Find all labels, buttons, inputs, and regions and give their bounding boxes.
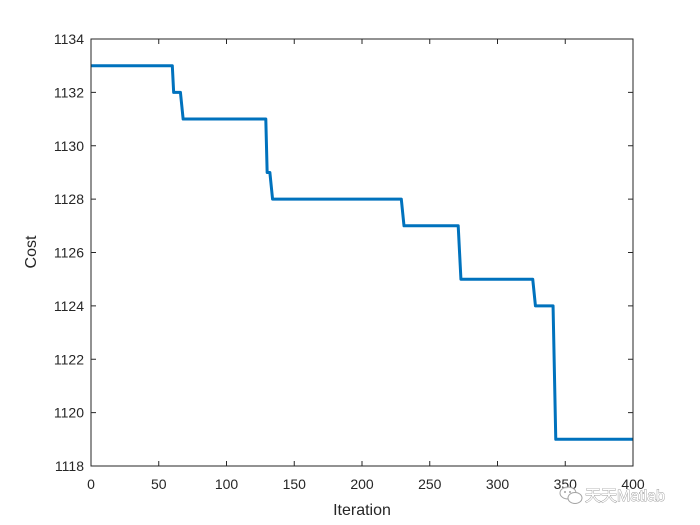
series-line-0 xyxy=(91,64,633,441)
watermark: 天天Matlab xyxy=(559,486,666,505)
y-tick-label: 1120 xyxy=(54,405,84,421)
y-tick-label: 1124 xyxy=(54,298,84,314)
x-tick-label: 200 xyxy=(350,476,374,492)
x-tick-label: 400 xyxy=(621,476,645,492)
y-tick-label: 1122 xyxy=(54,351,84,367)
watermark-text: 天天Matlab xyxy=(585,488,665,505)
y-tick-labels: 1118 1120 1122 1124 1126 1128 1130 1132 1134 xyxy=(54,31,84,474)
x-tick-labels: 0 50 100 150 200 250 300 350 400 xyxy=(87,476,645,492)
y-tick-label: 1132 xyxy=(54,84,84,100)
x-tick-label: 100 xyxy=(215,476,239,492)
x-axis-label: Iteration xyxy=(333,502,391,519)
wechat-icon xyxy=(559,486,583,504)
x-tick-label: 250 xyxy=(418,476,442,492)
plot-background xyxy=(91,39,633,466)
y-tick-label: 1118 xyxy=(55,458,84,474)
x-tick-label: 300 xyxy=(486,476,510,492)
y-axis-label: Cost xyxy=(23,235,40,268)
x-tick-label: 0 xyxy=(87,476,95,492)
y-tick-label: 1134 xyxy=(54,31,84,47)
x-tick-label: 150 xyxy=(283,476,307,492)
plot-frame xyxy=(90,38,634,467)
y-tick-label: 1126 xyxy=(54,245,84,261)
y-tick-label: 1130 xyxy=(54,138,84,154)
x-tick-label: 50 xyxy=(151,476,167,492)
series-layer xyxy=(91,64,633,441)
y-tick-label: 1128 xyxy=(54,191,84,207)
